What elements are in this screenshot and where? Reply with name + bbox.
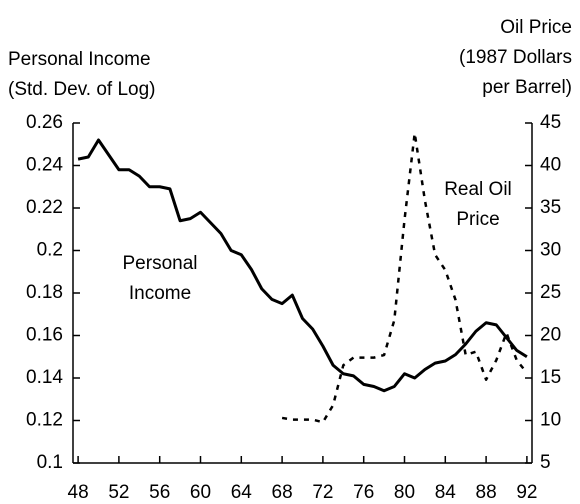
y2-axis-title: Oil Price xyxy=(500,17,572,38)
x-tick-label: 92 xyxy=(516,482,537,503)
y-tick-label: 0.14 xyxy=(26,367,63,388)
x-tick-label: 68 xyxy=(272,482,293,503)
y2-tick-label: 35 xyxy=(540,197,561,218)
y2-tick-label: 30 xyxy=(540,240,561,261)
y2-tick-label: 20 xyxy=(540,325,561,346)
y2-axis-title: per Barrel) xyxy=(482,77,572,98)
x-tick-label: 56 xyxy=(149,482,170,503)
x-tick-label: 76 xyxy=(353,482,374,503)
x-tick-label: 64 xyxy=(231,482,253,503)
y2-tick-label: 40 xyxy=(540,155,561,176)
y-tick-label: 0.24 xyxy=(26,155,63,176)
y-tick-label: 0.22 xyxy=(26,197,63,218)
x-tick-label: 80 xyxy=(394,482,415,503)
x-tick-label: 72 xyxy=(312,482,333,503)
y2-tick-label: 5 xyxy=(540,452,551,473)
series-line xyxy=(281,131,528,424)
series-line xyxy=(77,138,528,393)
y-tick-label: 0.16 xyxy=(26,325,63,346)
y2-axis-title: (1987 Dollars xyxy=(459,47,572,68)
annotation: Income xyxy=(129,283,191,304)
x-tick-label: 84 xyxy=(435,482,457,503)
annotation: Price xyxy=(456,209,499,230)
annotation: Personal xyxy=(123,253,198,274)
x-tick-label: 60 xyxy=(190,482,211,503)
y-tick-label: 0.26 xyxy=(26,112,63,133)
x-tick-label: 48 xyxy=(68,482,89,503)
y2-tick-label: 15 xyxy=(540,367,561,388)
y-axis-title: (Std. Dev. of Log) xyxy=(8,79,156,100)
y-tick-label: 0.1 xyxy=(37,452,63,473)
y-tick-label: 0.12 xyxy=(26,410,63,431)
x-tick-label: 88 xyxy=(476,482,497,503)
y2-tick-label: 10 xyxy=(540,410,561,431)
x-tick-label: 52 xyxy=(108,482,129,503)
y-axis-title: Personal Income xyxy=(8,49,151,70)
annotation: Real Oil xyxy=(444,179,512,200)
y2-tick-label: 25 xyxy=(540,282,561,303)
y-tick-label: 0.2 xyxy=(37,240,63,261)
y2-tick-label: 45 xyxy=(540,112,561,133)
y-tick-label: 0.18 xyxy=(26,282,63,303)
